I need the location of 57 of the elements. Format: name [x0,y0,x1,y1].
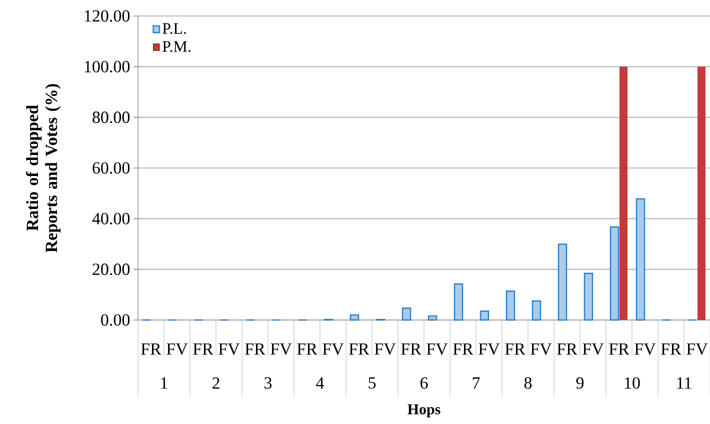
x-tick-label: FV [530,343,552,355]
bar [428,315,438,321]
x-tick-label: FR [141,343,162,355]
x-tick-label: FR [557,343,578,355]
y-axis-title: Ratio of dropped Reports and Votes (%) [26,84,61,252]
y-tick-label: 100.00 [84,60,130,72]
text: 5 [368,377,376,389]
bar [454,283,464,321]
text: 6 [420,377,428,389]
x-tick-label: FV [582,343,604,355]
x-tick-label: FR [661,343,682,355]
y-tick-label: 120.00 [84,10,130,22]
x-tick-label: FR [453,343,474,355]
x-tick-label: FV [478,343,500,355]
y-tick-label: 0.00 [101,314,130,326]
text: 8 [524,377,532,389]
x-tick-label: FR [193,343,214,355]
x-tick-label: FV [166,343,188,355]
y-tick-label: 60.00 [92,162,130,174]
text: 3 [264,377,272,389]
bar [584,272,594,321]
text: 7 [472,377,480,389]
legend-label: P.M. [162,41,190,52]
bar [558,244,568,321]
text: 11 [677,377,692,389]
text: 2 [212,377,220,389]
legend-label: P.L. [162,23,186,34]
text: 10 [624,377,640,389]
x-tick-label: FR [505,343,526,355]
bar [506,290,516,321]
x-tick-label: FR [349,343,370,355]
bar [620,66,628,320]
y-tick-label: 80.00 [92,112,130,124]
x-tick-label: FR [297,343,318,355]
x-tick-label: FR [401,343,422,355]
bar [480,310,490,321]
x-tick-label: FV [634,343,656,355]
y-tick-label: 20.00 [92,264,130,276]
x-tick-label: FV [322,343,344,355]
text: 4 [316,377,324,389]
x-tick-label: FV [270,343,292,355]
x-tick-label: FV [218,343,240,355]
bar [532,300,542,321]
x-tick-label: FV [374,343,396,355]
y-tick-label: 40.00 [92,212,130,224]
x-axis-title: Hops [408,404,440,418]
bar [350,314,360,321]
bar [636,198,646,321]
x-tick-label: FV [426,343,448,355]
bar [402,307,412,321]
x-tick-label: FR [609,343,630,355]
text: 1 [161,377,168,389]
bar [698,66,706,320]
text: 9 [576,377,584,389]
x-tick-label: FV [686,343,708,355]
bar [610,226,620,321]
x-tick-label: FR [245,343,266,355]
